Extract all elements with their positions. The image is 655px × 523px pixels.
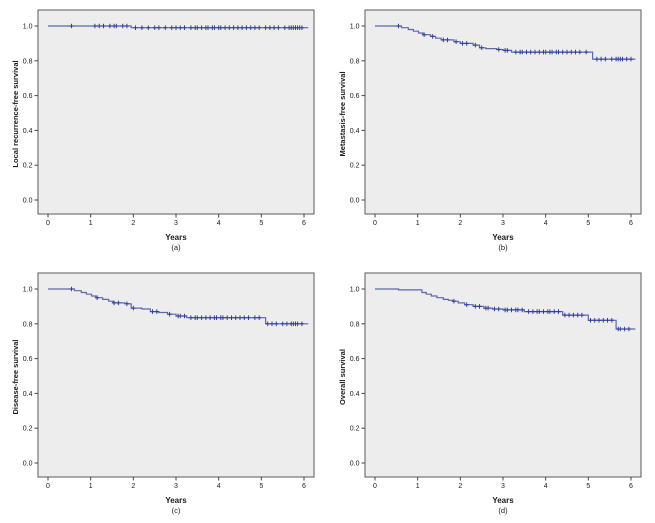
panel-a-local-recurrence-free-survival: 0 1 2 3 4 5 6 0.0 0.2 0.4 0.6 0.8 1.0 Local recurrenc… [8, 4, 320, 256]
x-tick-label: 4 [217, 220, 221, 227]
x-tick-label: 3 [501, 483, 505, 490]
y-tick-label: 0.6 [23, 356, 33, 363]
x-tick-label: 1 [416, 220, 420, 227]
x-tick-label: 3 [174, 483, 178, 490]
plot-area [37, 272, 315, 478]
km-plot-b: 0 1 2 3 4 5 6 0.0 0.2 0.4 0.6 0.8 1.0 Metastasis-free… [338, 9, 642, 252]
x-axis-title: Years [492, 496, 514, 505]
y-tick-label: 0.2 [350, 163, 360, 170]
x-tick-label: 4 [544, 483, 548, 490]
x-tick-label: 2 [458, 220, 462, 227]
y-tick-label: 0.2 [350, 426, 360, 433]
y-tick-label: 0.4 [23, 391, 33, 398]
x-tick-label: 1 [89, 220, 93, 227]
x-tick-label: 4 [544, 220, 548, 227]
y-tick-label: 1.0 [23, 24, 33, 31]
y-tick-label: 0.8 [350, 321, 360, 328]
panel-d-overall-survival: 0 1 2 3 4 5 6 0.0 0.2 0.4 0.6 0.8 1.0 Overall surviva… [335, 267, 647, 519]
panel-caption: (c) [172, 506, 181, 515]
y-tick-label: 0.0 [350, 198, 360, 205]
y-tick-label: 0.4 [350, 391, 360, 398]
censor-marks [396, 23, 634, 62]
x-tick-label: 5 [259, 220, 263, 227]
x-axis-title: Years [492, 233, 514, 242]
plot-area [364, 9, 642, 215]
x-tick-label: 0 [373, 220, 377, 227]
y-tick-label: 1.0 [23, 287, 33, 294]
km-plot-c: 0 1 2 3 4 5 6 0.0 0.2 0.4 0.6 0.8 1.0 Disease-free su… [11, 272, 315, 515]
x-tick-label: 3 [501, 220, 505, 227]
km-plot-a: 0 1 2 3 4 5 6 0.0 0.2 0.4 0.6 0.8 1.0 Local recurrenc… [11, 9, 315, 252]
y-tick-label: 1.0 [350, 24, 360, 31]
y-tick-label: 0.8 [23, 321, 33, 328]
km-plot-d: 0 1 2 3 4 5 6 0.0 0.2 0.4 0.6 0.8 1.0 Overall surviva… [338, 272, 642, 515]
y-tick-label: 0.8 [23, 58, 33, 65]
panel-b-metastasis-free-survival: 0 1 2 3 4 5 6 0.0 0.2 0.4 0.6 0.8 1.0 Metastasis-free… [335, 4, 647, 256]
y-tick-label: 0.2 [23, 163, 33, 170]
plot-area [364, 272, 642, 478]
x-axis-title: Years [165, 233, 187, 242]
x-tick-label: 2 [131, 483, 135, 490]
km-curve [375, 25, 636, 60]
y-axis-title: Metastasis-free survival [338, 71, 347, 156]
x-axis-title: Years [165, 496, 187, 505]
x-tick-label: 6 [302, 483, 306, 490]
y-tick-label: 0.2 [23, 426, 33, 433]
panel-caption: (d) [498, 506, 508, 515]
y-tick-label: 0.0 [23, 198, 33, 205]
panel-c-disease-free-survival: 0 1 2 3 4 5 6 0.0 0.2 0.4 0.6 0.8 1.0 Disease-free su… [8, 267, 320, 519]
x-tick-label: 5 [259, 483, 263, 490]
panel-caption: (a) [171, 243, 181, 252]
x-tick-label: 0 [46, 483, 50, 490]
y-tick-label: 0.0 [23, 461, 33, 468]
x-tick-label: 6 [302, 220, 306, 227]
y-tick-label: 0.6 [23, 93, 33, 100]
x-tick-label: 0 [46, 220, 50, 227]
x-tick-label: 1 [416, 483, 420, 490]
x-tick-label: 2 [131, 220, 135, 227]
x-tick-label: 4 [217, 483, 221, 490]
panel-caption: (b) [498, 243, 508, 252]
x-tick-label: 6 [629, 483, 633, 490]
y-tick-label: 0.4 [23, 128, 33, 135]
censor-marks [69, 23, 305, 30]
y-axis-title: Local recurrence-free survival [11, 60, 20, 167]
y-axis-title: Overall survival [338, 349, 347, 405]
x-tick-label: 6 [629, 220, 633, 227]
x-tick-label: 5 [586, 483, 590, 490]
x-tick-label: 5 [586, 220, 590, 227]
plot-area [37, 9, 315, 215]
panel-grid: 0 1 2 3 4 5 6 0.0 0.2 0.4 0.6 0.8 1.0 Local recurrenc… [8, 4, 647, 519]
y-tick-label: 0.6 [350, 93, 360, 100]
censor-marks [69, 286, 305, 327]
y-tick-label: 1.0 [350, 287, 360, 294]
y-tick-label: 0.6 [350, 356, 360, 363]
x-tick-label: 3 [174, 220, 178, 227]
x-tick-label: 2 [458, 483, 462, 490]
censor-marks [451, 298, 632, 332]
y-tick-label: 0.8 [350, 58, 360, 65]
y-axis-title: Disease-free survival [11, 339, 20, 414]
x-tick-label: 1 [89, 483, 93, 490]
x-tick-label: 0 [373, 483, 377, 490]
y-tick-label: 0.0 [350, 461, 360, 468]
y-tick-label: 0.4 [350, 128, 360, 135]
